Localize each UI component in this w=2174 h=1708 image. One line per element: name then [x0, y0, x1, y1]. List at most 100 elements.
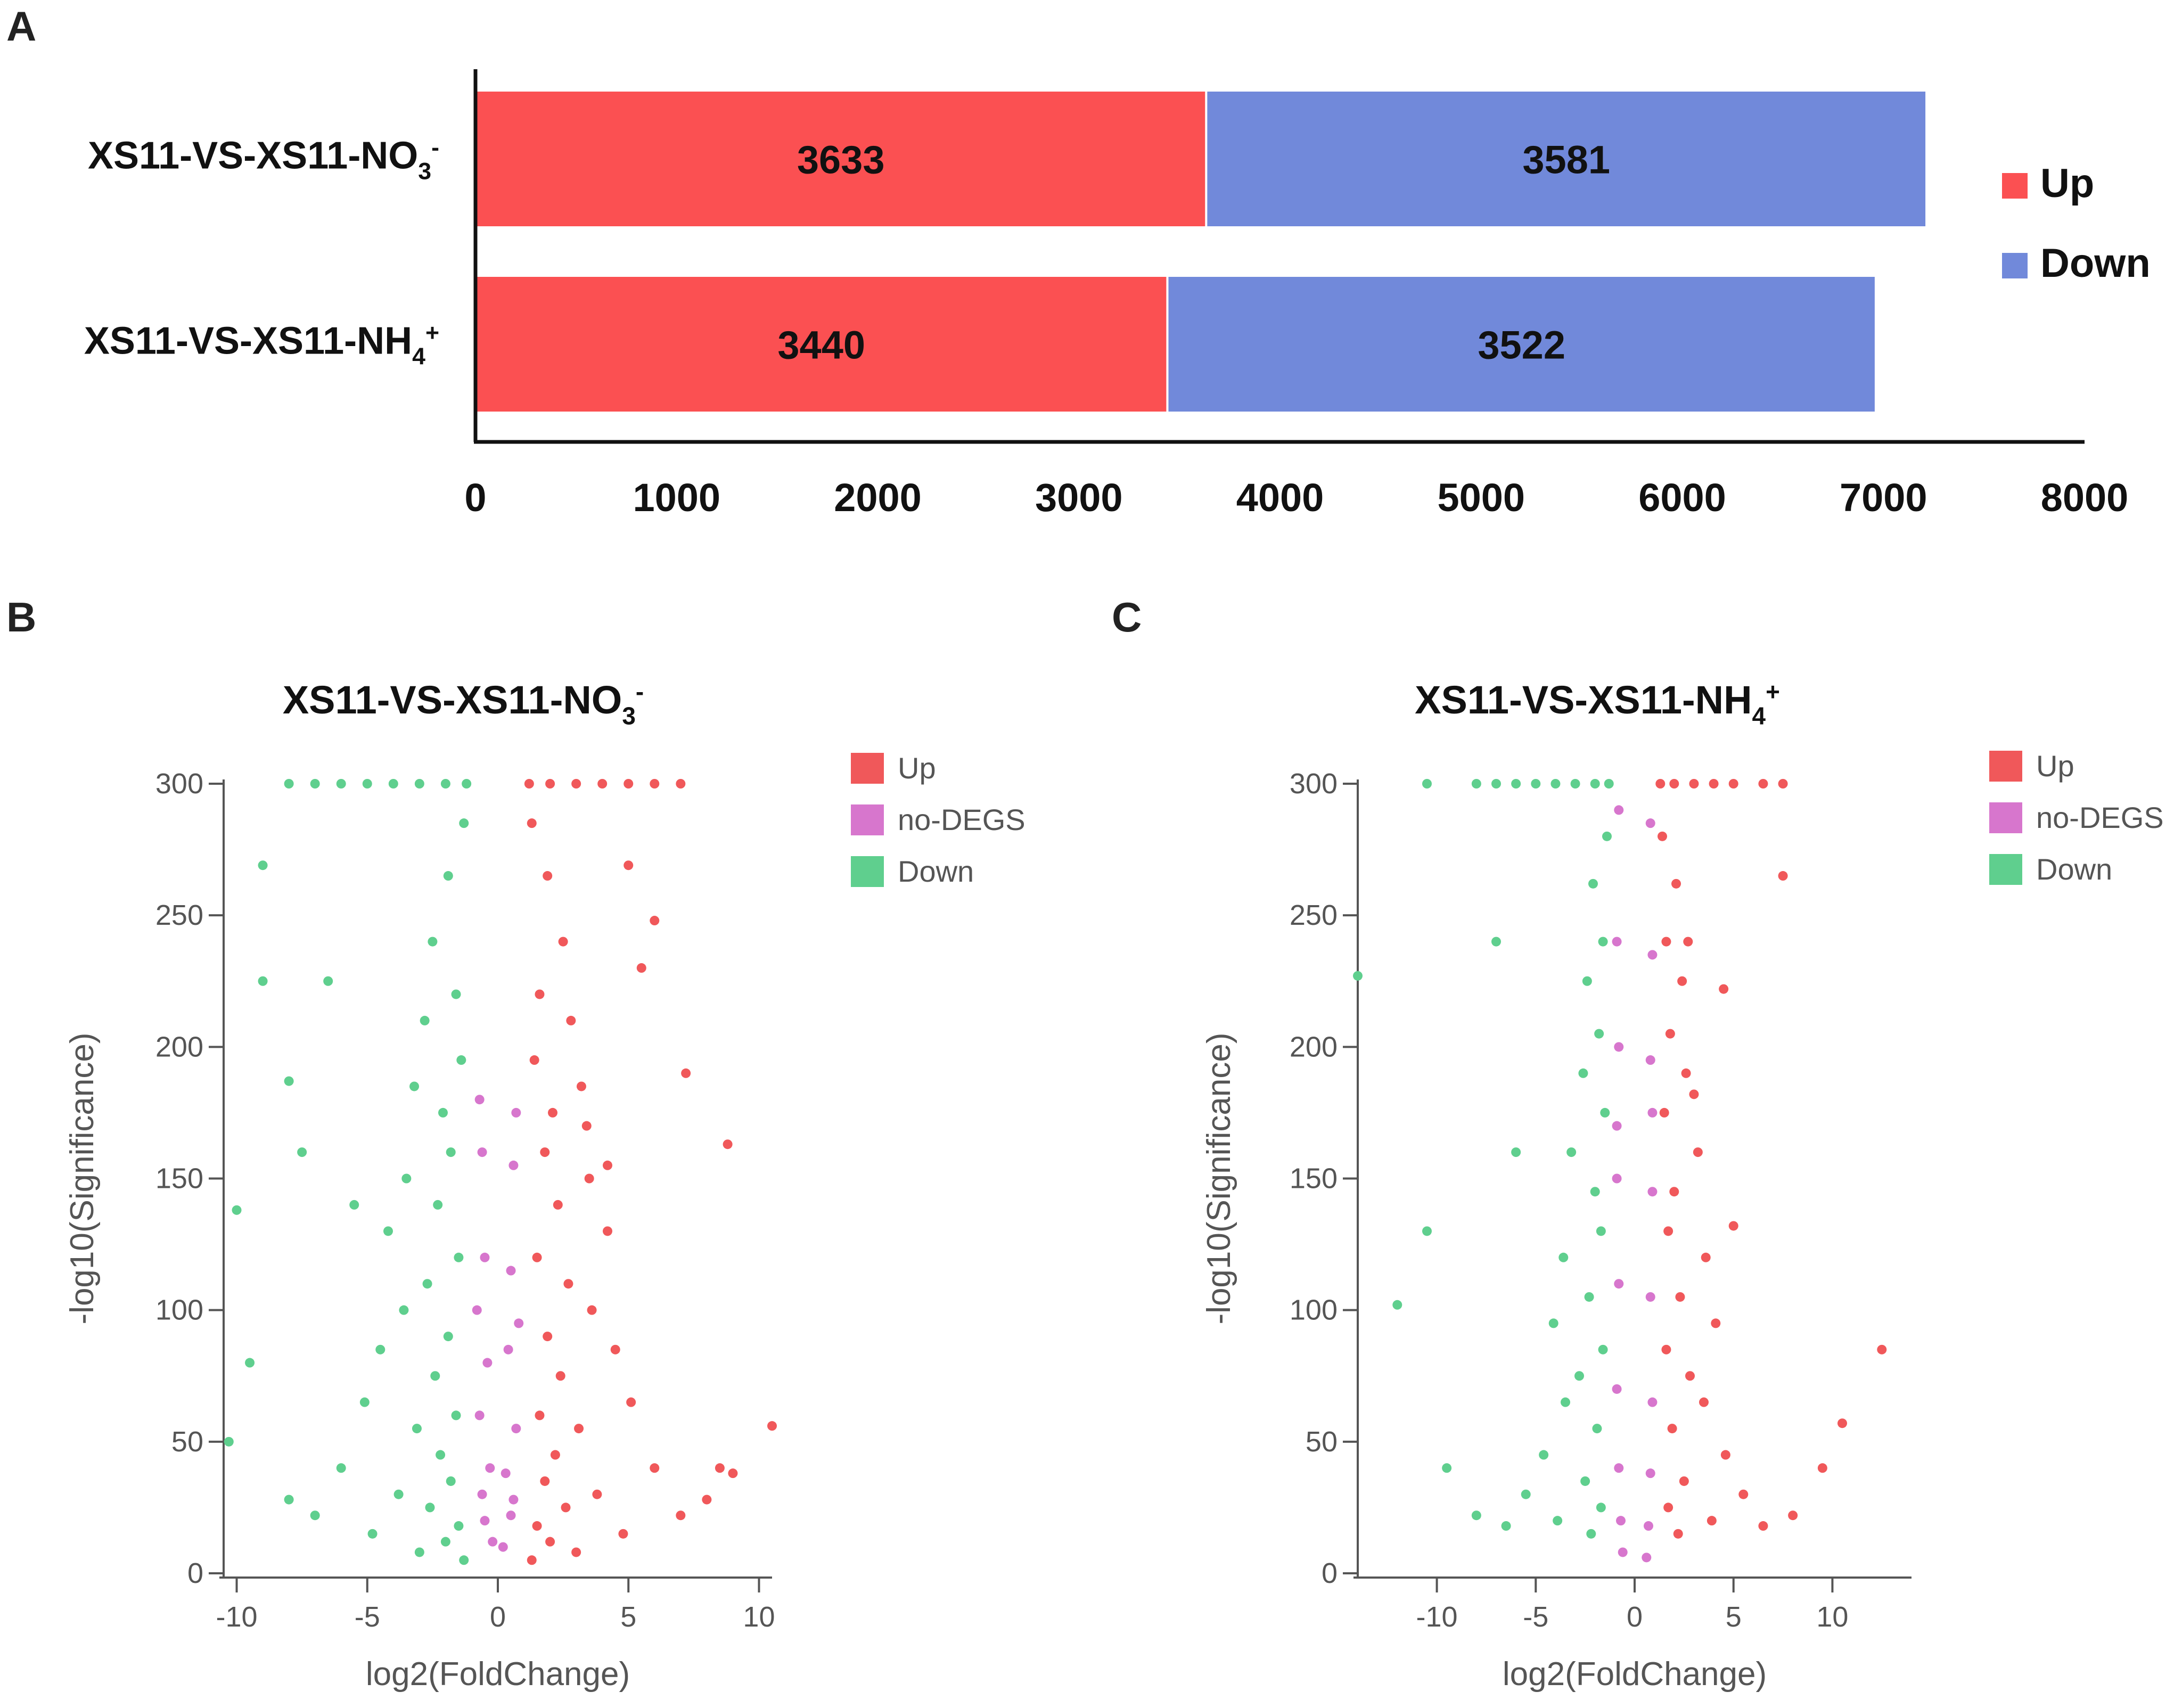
point-no-degs — [508, 1160, 519, 1170]
point-up — [592, 1489, 602, 1499]
y-tick-label: 200 — [155, 1031, 203, 1063]
point-no-degs — [1612, 1121, 1622, 1131]
legend-label: no-DEGS — [2036, 801, 2164, 834]
point-down — [1592, 1424, 1602, 1434]
point-up — [1788, 1510, 1798, 1521]
point-up — [574, 1424, 584, 1434]
y-tick-label: 0 — [187, 1557, 203, 1589]
category-label: XS11-VS-XS11-NO3- — [88, 135, 439, 185]
point-down — [367, 1529, 378, 1539]
point-no-degs — [511, 1107, 521, 1118]
point-up — [524, 779, 534, 789]
point-up — [618, 1529, 628, 1539]
category-label: XS11-VS-XS11-NH4+ — [84, 320, 439, 370]
point-no-degs — [501, 1468, 511, 1479]
point-up — [1661, 937, 1671, 947]
stacked-bar-chart: 3633 3581 XS11-VS-XS11-NO3- 3440 3522 XS11-VS… — [84, 69, 2151, 520]
point-up — [626, 1397, 636, 1407]
point-up — [624, 860, 634, 871]
y-tick-label: 100 — [1290, 1294, 1338, 1326]
x-tick-label: 7000 — [1840, 475, 1927, 520]
point-no-degs — [1647, 1107, 1658, 1118]
legend-swatch-up — [2002, 173, 2028, 199]
point-up — [1685, 1371, 1695, 1381]
point-no-degs — [485, 1463, 495, 1473]
point-down — [1491, 937, 1501, 947]
point-no-degs — [477, 1489, 487, 1499]
point-down — [1582, 976, 1592, 986]
point-up — [532, 1252, 542, 1262]
legend-swatch-no-degs — [851, 804, 884, 835]
point-no-degs — [514, 1318, 524, 1328]
point-up — [540, 1147, 550, 1157]
point-up — [1671, 878, 1681, 889]
bar-value-label: 3633 — [797, 138, 885, 182]
point-down — [1588, 878, 1598, 889]
point-up — [1663, 1502, 1673, 1513]
legend-label: Down — [2036, 852, 2112, 886]
point-up — [1728, 779, 1738, 789]
point-up — [1711, 1318, 1721, 1328]
point-up — [676, 1510, 686, 1521]
point-no-degs — [1612, 1173, 1622, 1184]
point-down — [388, 779, 398, 789]
point-down — [224, 1436, 234, 1447]
x-axis-title: log2(FoldChange) — [1503, 1656, 1767, 1693]
point-up — [1699, 1397, 1709, 1407]
point-up — [1673, 1529, 1683, 1539]
point-up — [1758, 779, 1768, 789]
point-down — [1471, 1510, 1481, 1521]
point-up — [571, 779, 581, 789]
point-no-degs — [1645, 1468, 1655, 1479]
point-no-degs — [1645, 1055, 1655, 1065]
point-up — [1877, 1344, 1887, 1354]
point-up — [543, 871, 553, 881]
point-no-degs — [1614, 1279, 1624, 1289]
point-up — [535, 1410, 545, 1420]
point-up — [715, 1463, 725, 1473]
point-down — [420, 1015, 430, 1025]
point-up — [1738, 1489, 1749, 1499]
point-up — [550, 1450, 560, 1460]
point-up — [1658, 831, 1667, 841]
point-down — [425, 1502, 435, 1513]
point-up — [1728, 1221, 1738, 1231]
point-no-degs — [1647, 950, 1658, 960]
point-no-degs — [480, 1252, 490, 1262]
point-up — [1719, 984, 1729, 994]
x-tick-label: 4000 — [1236, 475, 1324, 520]
point-up — [1675, 1292, 1685, 1302]
point-no-degs — [503, 1344, 513, 1354]
y-axis-title: -log10(Significance) — [1201, 1033, 1237, 1325]
y-tick-label: 250 — [155, 899, 203, 931]
point-no-degs — [1618, 1547, 1628, 1557]
point-up — [1663, 1226, 1673, 1236]
x-tick-label: -10 — [1416, 1601, 1458, 1633]
point-down — [349, 1200, 359, 1210]
point-down — [1596, 1502, 1606, 1513]
point-up — [1837, 1418, 1847, 1428]
bar-down-1 — [1166, 275, 1877, 414]
point-up — [527, 1555, 537, 1565]
point-up — [543, 1332, 553, 1342]
point-up — [1669, 779, 1679, 789]
x-tick-label: 5000 — [1437, 475, 1525, 520]
point-no-degs — [506, 1266, 516, 1276]
point-up — [1720, 1450, 1730, 1460]
legend-label: no-DEGS — [898, 803, 1026, 836]
point-no-degs — [477, 1147, 487, 1157]
point-down — [310, 779, 320, 789]
point-up — [1758, 1521, 1768, 1531]
point-up — [1665, 1029, 1675, 1039]
point-down — [1574, 1371, 1584, 1381]
point-no-degs — [511, 1424, 521, 1434]
legend-label: Up — [2040, 161, 2094, 206]
bar-value-label: 3581 — [1522, 138, 1610, 182]
point-up — [650, 1463, 660, 1473]
point-up — [540, 1476, 550, 1486]
point-up — [1683, 937, 1693, 947]
point-down — [433, 1200, 443, 1210]
point-up — [1689, 1089, 1699, 1099]
point-down — [1578, 1068, 1588, 1078]
bar-down-0 — [1205, 89, 1928, 228]
